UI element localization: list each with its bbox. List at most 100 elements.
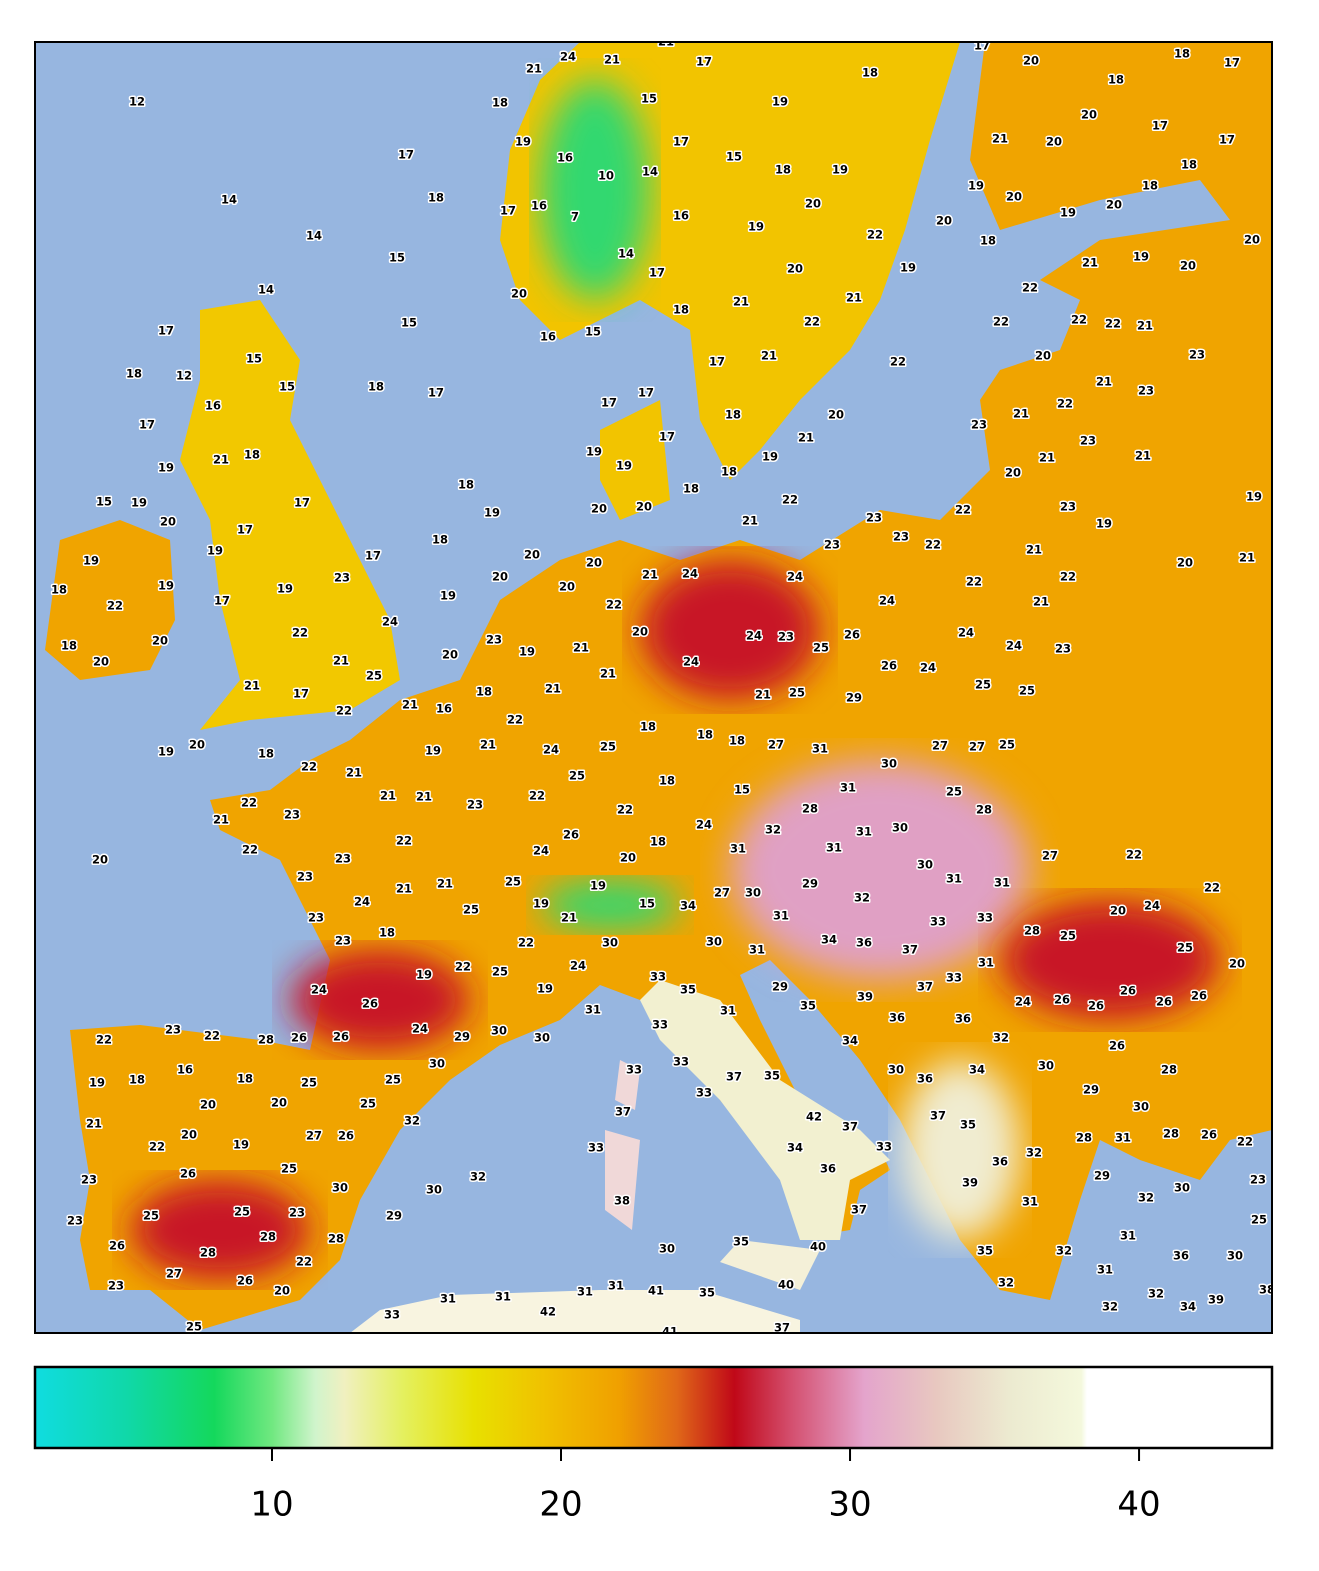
temperature-label: 32 [1026,1146,1042,1160]
temperature-label: 16 [177,1063,193,1077]
temperature-label: 17 [1219,133,1235,147]
temperature-label: 25 [1060,929,1076,943]
highland [540,80,650,300]
temperature-label: 15 [641,92,657,106]
temperature-label: 22 [1057,397,1073,411]
sardinia [605,1130,640,1230]
temperature-label: 28 [1076,1131,1092,1145]
temperature-label: 30 [332,1181,348,1195]
temperature-label: 20 [271,1096,287,1110]
temperature-label: 37 [842,1120,858,1134]
temperature-label: 32 [1138,1191,1154,1205]
temperature-label: 28 [260,1230,276,1244]
temperature-label: 21 [402,698,418,712]
denmark [600,400,670,520]
temperature-label: 24 [1144,899,1160,913]
temperature-label: 33 [626,1063,642,1077]
temperature-label: 25 [186,1320,202,1334]
temperature-label: 22 [925,538,941,552]
temperature-label: 22 [966,575,982,589]
temperature-label: 25 [600,740,616,754]
temperature-label: 18 [775,163,791,177]
temperature-label: 18 [51,583,67,597]
temperature-label: 26 [1191,989,1207,1003]
hot-area [900,1060,1020,1240]
temperature-label: 18 [129,1073,145,1087]
temperature-label: 35 [960,1118,976,1132]
temperature-label: 24 [958,626,974,640]
temperature-label: 22 [1022,281,1038,295]
temperature-label: 28 [1163,1127,1179,1141]
temperature-label: 32 [993,1031,1009,1045]
temperature-label: 30 [659,1242,675,1256]
temperature-label: 10 [598,169,614,183]
temperature-label: 25 [301,1076,317,1090]
temperature-label: 15 [726,150,742,164]
temperature-label: 23 [335,934,351,948]
temperature-label: 20 [805,197,821,211]
temperature-label: 18 [725,408,741,422]
temperature-label: 19 [515,135,531,149]
temperature-label: 20 [1106,198,1122,212]
temperature-label: 27 [306,1129,322,1143]
temperature-label: 26 [237,1274,253,1288]
temperature-label: 33 [588,1141,604,1155]
temperature-label: 21 [213,453,229,467]
italy [640,980,890,1240]
temperature-label: 24 [696,818,712,832]
temperature-label: 31 [608,1279,624,1293]
temperature-label: 19 [590,879,606,893]
temperature-label: 23 [308,911,324,925]
temperature-label: 20 [1035,349,1051,363]
temperature-label: 23 [335,852,351,866]
temperature-label: 37 [917,980,933,994]
temperature-label: 36 [820,1162,836,1176]
temperature-label: 20 [1229,957,1245,971]
temperature-label: 22 [1105,317,1121,331]
temperature-label: 33 [930,915,946,929]
temperature-label: 30 [1133,1100,1149,1114]
temperature-label: 26 [1201,1128,1217,1142]
temperature-label: 23 [1060,500,1076,514]
temperature-label: 19 [968,179,984,193]
temperature-label: 21 [480,738,496,752]
temperature-label: 19 [832,163,848,177]
temperature-label: 20 [636,500,652,514]
temperature-label: 25 [1251,1213,1267,1227]
temperature-label: 20 [160,515,176,529]
sicily [720,1240,820,1290]
temperature-label: 33 [876,1140,892,1154]
temperature-label: 20 [1006,190,1022,204]
temperature-label: 36 [1173,1249,1189,1263]
temperature-label: 26 [109,1239,125,1253]
temperature-label: 25 [999,738,1015,752]
temperature-label: 18 [492,96,508,110]
temperature-label: 34 [1180,1300,1196,1314]
temperature-label: 28 [976,803,992,817]
temperature-label: 20 [511,287,527,301]
temperature-label: 23 [1189,348,1205,362]
temperature-label: 21 [213,813,229,827]
temperature-label: 26 [844,628,860,642]
highland [540,880,680,930]
temperature-label: 20 [442,648,458,662]
temperature-label: 20 [936,214,952,228]
temperature-label: 31 [577,1285,593,1299]
temperature-label: 19 [83,554,99,568]
temperature-label: 24 [533,844,549,858]
temperature-label: 25 [789,686,805,700]
map: 21 24 21 21 17 15 18 19 18 12 19 16 17 15 10 14 18 19 17 14… [35,42,1272,1334]
temperature-label: 29 [1083,1083,1099,1097]
temperature-label: 31 [773,909,789,923]
temperature-label: 21 [604,53,620,67]
temperature-label: 35 [733,1235,749,1249]
temperature-label: 20 [1046,135,1062,149]
temperature-label: 22 [804,315,820,329]
temperature-label: 31 [946,872,962,886]
temperature-label: 17 [638,386,654,400]
temperature-label: 20 [1023,54,1039,68]
temperature-label: 19 [748,220,764,234]
temperature-label: 21 [416,790,432,804]
temperature-label: 28 [1161,1063,1177,1077]
temperature-label: 21 [846,291,862,305]
